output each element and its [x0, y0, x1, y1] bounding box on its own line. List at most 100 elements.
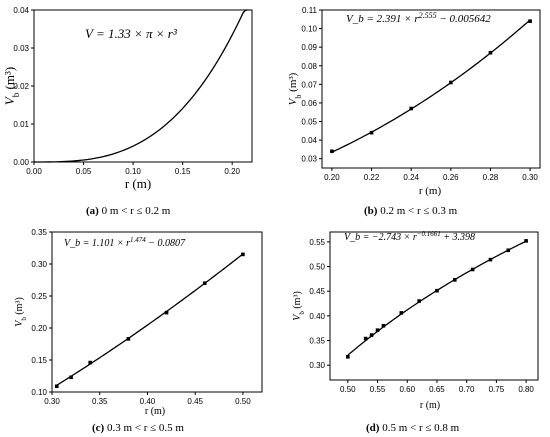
data-point [369, 333, 374, 337]
data-point [69, 375, 73, 380]
equation-label: V = 1.33 × π × r³ [85, 26, 178, 41]
data-point [363, 336, 368, 341]
caption-letter-d: (d) [366, 422, 380, 434]
y-tick-label: 0.03 [13, 44, 29, 53]
x-tick-label: 0.55 [370, 385, 386, 394]
chart-panel-c: 0.30 0.35 0.40 0.45 0.50 0.10 0.15 0.20 0.25 0.30… [14, 228, 263, 417]
y-tick-label: 0.04 [301, 136, 317, 145]
x-tick-label: 0.40 [140, 397, 156, 406]
plot-frame [329, 231, 539, 381]
y-tick-label: 0.11 [302, 6, 318, 15]
data-point [164, 310, 169, 315]
data-point [417, 299, 421, 303]
x-tick-label: 0.05 [76, 167, 92, 176]
x-axis-label: r (m) [419, 185, 442, 197]
x-tick-label: 0.35 [92, 397, 108, 406]
data-point [241, 252, 245, 257]
y-axis-label: Vb (m³) [2, 67, 21, 105]
data-point [88, 360, 92, 365]
caption-letter-c: (c) [92, 422, 105, 434]
data-point [369, 130, 374, 135]
data-point [470, 267, 475, 272]
y-tick-label: 0.02 [13, 82, 29, 91]
plot-frame [51, 231, 263, 393]
y-tick-label: 0.50 [309, 263, 325, 272]
data-point [375, 328, 380, 332]
data-point [409, 106, 413, 111]
x-tick-label: 0.26 [443, 173, 459, 182]
equation-label: V_b = 2.391 × r2.555 − 0.005642 [346, 11, 491, 26]
x-tick-label: 0.50 [340, 385, 356, 394]
x-tick-label: 0.65 [429, 385, 445, 394]
x-tick-label: 0.22 [364, 173, 380, 182]
fit-curve [56, 253, 244, 386]
data-point [346, 355, 350, 359]
y-tick-label: 0.45 [309, 287, 325, 296]
y-tick-label: 0.08 [301, 62, 317, 71]
chart-panel-d: 0.50 0.55 0.60 0.65 0.70 0.75 0.80 0.30 0.35 0.40… [292, 230, 539, 411]
x-axis-label: r (m) [125, 176, 151, 191]
x-axis-label: r (m) [145, 406, 165, 417]
caption-range-c: 0.3 m < r ≤ 0.5 m [106, 422, 184, 434]
x-tick-label: 0.28 [483, 173, 499, 182]
y-tick-label: 0.55 [309, 238, 325, 247]
data-point [528, 19, 532, 23]
data-point [330, 149, 334, 154]
equation-label: V_b = 1.101 × r1.474 − 0.0807 [64, 236, 186, 249]
data-point [435, 288, 439, 293]
x-tick-label: 0.70 [459, 385, 475, 394]
data-point [524, 239, 528, 243]
data-point [488, 257, 493, 262]
y-tick-label: 0.15 [31, 356, 47, 365]
x-tick-label: 0.50 [235, 397, 251, 406]
data-point [54, 384, 59, 389]
chart-panel-b: 0.20 0.22 0.24 0.26 0.28 0.30 0.03 0.04 0.05 0.06… [287, 6, 541, 197]
x-tick-label: 0.30 [522, 173, 538, 182]
chart-panel-a: 0.00 0.05 0.10 0.15 0.20 0.00 0.01 0.02 0.03 0.04… [2, 6, 253, 191]
caption-b: (b) 0.2 m < r ≤ 0.3 m [364, 205, 457, 217]
y-tick-label: 0.35 [309, 337, 325, 346]
y-axis-label: Vb (m³) [287, 72, 303, 105]
x-axis-label: r (m) [420, 400, 440, 411]
y-tick-label: 0.00 [13, 158, 29, 167]
data-point [202, 281, 207, 285]
fit-curve [34, 9, 249, 163]
data-point [399, 311, 404, 315]
data-point [449, 80, 453, 85]
data-point [381, 323, 386, 328]
x-tick-label: 0.75 [489, 385, 505, 394]
x-tick-label: 0.20 [324, 173, 340, 182]
data-point [506, 248, 511, 253]
caption-range-b: 0.2 m < r ≤ 0.3 m [380, 205, 458, 217]
y-tick-label: 0.10 [301, 25, 317, 34]
x-tick-label: 0.20 [224, 167, 240, 176]
x-tick-label: 0.10 [125, 167, 141, 176]
x-tick-label: 0.60 [399, 385, 415, 394]
caption-range-d: 0.5 m < r ≤ 0.8 m [382, 422, 460, 434]
y-tick-label: 0.30 [31, 260, 47, 269]
y-tick-label: 0.07 [301, 80, 317, 89]
x-tick-label: 0.00 [26, 167, 42, 176]
caption-c: (c) 0.3 m < r ≤ 0.5 m [92, 422, 184, 434]
y-tick-label: 0.01 [13, 120, 29, 129]
y-tick-label: 0.03 [301, 155, 317, 164]
y-tick-label: 0.10 [31, 388, 47, 397]
y-tick-label: 0.20 [31, 324, 47, 333]
caption-d: (d) 0.5 m < r ≤ 0.8 m [366, 422, 459, 434]
y-tick-label: 0.06 [301, 99, 317, 108]
y-tick-label: 0.25 [31, 292, 47, 301]
caption-range-a: 0 m < r ≤ 0.2 m [101, 205, 171, 217]
data-point [453, 278, 457, 282]
x-tick-label: 0.80 [518, 385, 534, 394]
y-tick-label: 0.30 [309, 361, 325, 370]
y-tick-label: 0.09 [301, 43, 317, 52]
caption-letter-a: (a) [86, 205, 99, 217]
fit-curve [347, 240, 527, 356]
data-point [126, 337, 131, 341]
y-tick-label: 0.05 [301, 118, 317, 127]
y-axis-label: Vb (m³) [14, 297, 28, 327]
caption-letter-b: (b) [364, 205, 378, 217]
plot-frame [321, 9, 541, 169]
y-axis-label: Vb (m³) [292, 291, 306, 321]
